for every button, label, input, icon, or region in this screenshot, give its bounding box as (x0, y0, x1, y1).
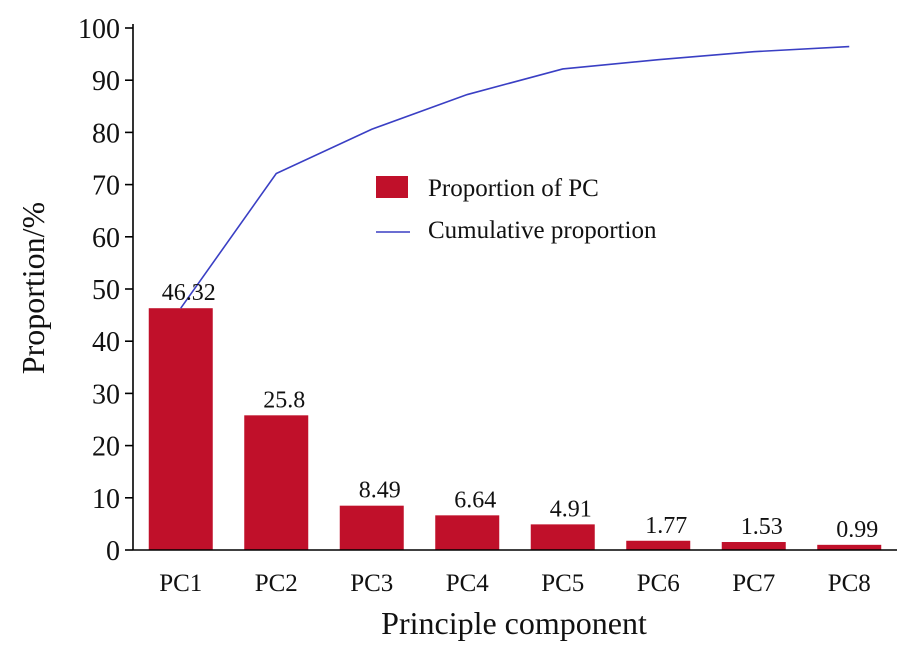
y-tick-label: 50 (92, 275, 120, 306)
cumulative-line-group (180, 45, 850, 309)
legend-line-label: Cumulative proportion (428, 217, 657, 244)
legend-bar-swatch (376, 176, 408, 198)
y-tick-label: 100 (78, 14, 120, 45)
bar-pc3 (339, 505, 404, 550)
data-label-pc4: 6.64 (454, 487, 496, 513)
bar-pc6 (626, 540, 691, 550)
data-label-pc1: 46.32 (162, 280, 216, 306)
y-axis-title: Proportion/% (15, 202, 51, 374)
x-axis-title: Principle component (381, 605, 647, 641)
bar-pc1 (148, 308, 213, 550)
data-label-pc5: 4.91 (550, 496, 592, 522)
x-tick-label-pc6: PC6 (637, 570, 680, 597)
y-tick-label: 20 (92, 432, 120, 463)
bar-pc5 (530, 524, 595, 550)
data-label-pc6: 1.77 (645, 513, 687, 539)
legend: Proportion of PC Cumulative proportion (376, 175, 657, 244)
bar-group (148, 308, 882, 550)
y-tick-label: 90 (92, 66, 120, 97)
data-label-pc7: 1.53 (741, 514, 783, 540)
bar-pc7 (721, 542, 786, 550)
y-tick-label: 10 (92, 484, 120, 515)
x-tick-label-pc1: PC1 (159, 570, 202, 597)
y-tick-label: 60 (92, 223, 120, 254)
data-label-group: 46.32 25.8 8.49 6.64 4.91 1.77 1.53 0.99 (162, 280, 879, 543)
x-tick-group: PC1 PC2 PC3 PC4 PC5 PC6 PC7 PC8 (159, 570, 871, 597)
x-tick-label-pc4: PC4 (446, 570, 490, 597)
legend-bar-label: Proportion of PC (428, 175, 599, 202)
y-tick-group: 0 10 20 30 40 50 60 70 80 90 100 (78, 14, 133, 567)
data-label-pc2: 25.8 (263, 387, 305, 413)
axes (132, 24, 897, 551)
cumulative-proportion-line (180, 45, 850, 309)
x-tick-label-pc2: PC2 (255, 570, 298, 597)
x-tick-label-pc7: PC7 (732, 570, 775, 597)
bar-pc8 (817, 544, 882, 550)
y-tick-label: 70 (92, 171, 120, 202)
x-tick-label-pc8: PC8 (828, 570, 871, 597)
data-label-pc8: 0.99 (836, 517, 878, 543)
y-tick-label: 0 (106, 536, 120, 567)
data-label-pc3: 8.49 (359, 478, 401, 504)
y-tick-label: 40 (92, 327, 120, 358)
bar-pc2 (244, 415, 309, 550)
x-tick-label-pc5: PC5 (541, 570, 584, 597)
x-tick-label-pc3: PC3 (350, 570, 393, 597)
y-tick-label: 80 (92, 118, 120, 149)
bar-pc4 (435, 515, 500, 550)
y-tick-label: 30 (92, 379, 120, 410)
